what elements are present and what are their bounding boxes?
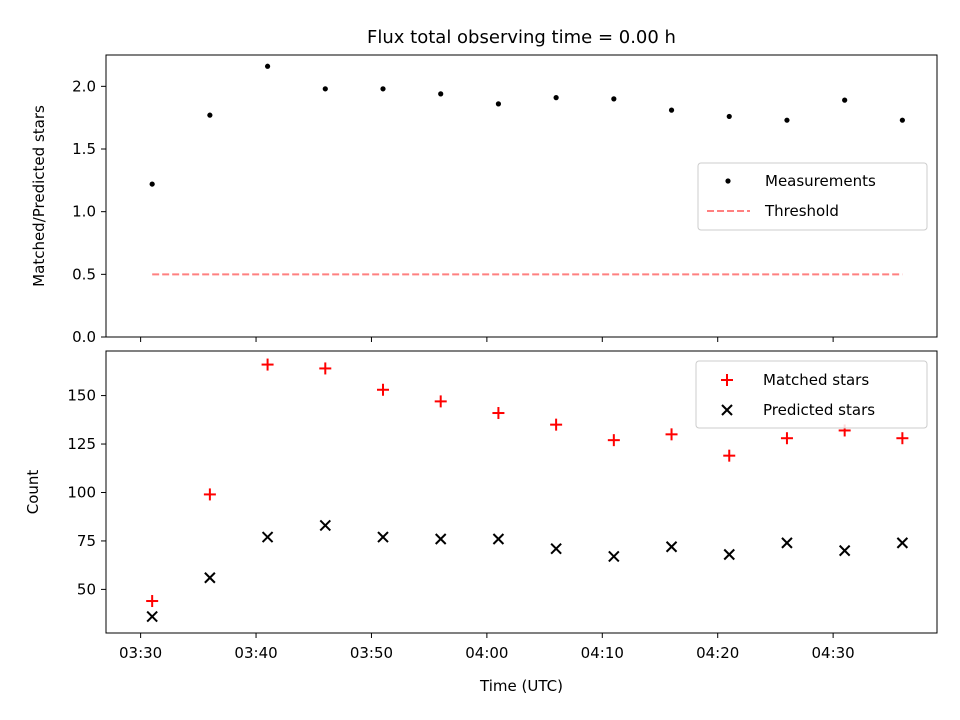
predicted-star-marker-b	[319, 519, 331, 532]
predicted-star-point	[146, 610, 158, 623]
top-y-tick-label: 1.0	[72, 203, 96, 221]
measurement-point	[322, 86, 328, 92]
measurement-point	[784, 117, 790, 123]
bottom-y-axis-label: Count	[24, 470, 42, 515]
predicted-star-marker-b	[146, 610, 158, 623]
predicted-star-marker-b	[838, 544, 851, 557]
measurement-point	[264, 63, 271, 69]
predicted-star-point	[261, 531, 274, 543]
x-tick-label: 03:50	[350, 644, 393, 662]
top-legend: Measurements Threshold	[697, 162, 928, 231]
predicted-star-marker-b	[435, 533, 447, 545]
matched-star-point	[780, 432, 793, 445]
predicted-star-point	[435, 533, 447, 545]
measurement-point	[380, 86, 386, 92]
measurement-point	[726, 113, 732, 120]
threshold-legend-label: Threshold	[764, 202, 839, 220]
predicted-star-point	[319, 519, 331, 532]
top-y-tick-label: 0.5	[72, 265, 96, 283]
top-y-axis-label: Matched/Predicted stars	[30, 105, 48, 287]
measurement-point	[842, 97, 848, 103]
matched-star-point	[665, 428, 678, 441]
top-x-ticks	[140, 337, 834, 342]
predicted-star-marker-b	[492, 533, 505, 545]
x-axis-label: Time (UTC)	[479, 677, 563, 695]
predicted-star-marker-b	[723, 548, 735, 561]
chart-title: Flux total observing time = 0.00 h	[367, 27, 676, 48]
top-y-tick-label: 0.0	[72, 328, 96, 346]
measurement-point	[207, 112, 213, 118]
predicted-star-point	[723, 548, 735, 561]
predicted-star-marker-b	[896, 537, 909, 549]
matched-stars-series	[146, 358, 909, 608]
matched-star-point	[377, 383, 389, 396]
measurements-series	[149, 63, 905, 187]
matched-star-point	[723, 449, 736, 462]
predicted-star-point	[377, 531, 389, 543]
top-panel: 0.00.51.01.52.0 Matched/Predicted stars …	[30, 54, 938, 346]
top-legend-box	[697, 162, 928, 231]
measurement-point	[668, 107, 675, 113]
matched-star-point	[261, 358, 274, 371]
x-tick-label: 03:30	[119, 644, 162, 662]
matched-star-point	[203, 488, 216, 501]
bottom-y-tick-label: 150	[67, 387, 96, 405]
x-tick-label: 04:00	[465, 644, 508, 662]
matched-stars-legend-label: Matched stars	[763, 371, 869, 389]
measurement-point	[149, 181, 155, 187]
predicted-star-marker-b	[608, 550, 620, 563]
predicted-star-point	[896, 537, 909, 549]
predicted-star-marker-b	[550, 542, 562, 555]
top-y-ticks: 0.0 0.5 1.0 1.5 2.0	[72, 77, 106, 346]
matched-star-point	[492, 407, 505, 420]
predicted-star-point	[665, 541, 678, 553]
top-y-tick-label: 1.5	[72, 140, 96, 158]
bottom-y-tick-label: 75	[77, 532, 96, 550]
predicted-star-marker-b	[261, 531, 274, 543]
matched-stars-legend-marker	[721, 374, 733, 386]
predicted-star-point	[492, 533, 505, 545]
predicted-star-point	[608, 550, 620, 563]
bottom-legend-box	[695, 360, 928, 429]
predicted-star-marker-b	[377, 531, 389, 543]
measurement-point	[438, 91, 444, 97]
predicted-star-marker-b	[781, 537, 793, 549]
bottom-x-ticks: 03:30 03:40 03:50 04:00 04:10 04:20 04:30	[119, 633, 855, 662]
x-tick-label: 03:40	[234, 644, 277, 662]
bottom-y-ticks: 50 75 100 125 150	[67, 387, 106, 598]
predicted-star-point	[781, 537, 793, 549]
predicted-star-marker-b	[204, 572, 216, 584]
top-y-tick-label: 2.0	[72, 77, 96, 95]
predicted-star-point	[838, 544, 851, 557]
bottom-y-tick-label: 50	[77, 580, 96, 598]
measurements-legend-marker	[725, 178, 731, 184]
x-tick-label: 04:20	[696, 644, 739, 662]
matched-star-point	[146, 595, 159, 608]
predicted-star-marker-b	[665, 541, 678, 553]
measurements-legend-label: Measurements	[765, 172, 876, 190]
top-axes-frame	[105, 54, 938, 338]
measurement-point	[899, 117, 905, 123]
matched-star-point	[550, 418, 563, 431]
x-tick-label: 04:30	[812, 644, 855, 662]
bottom-legend: Matched stars Predicted stars	[695, 360, 928, 429]
matched-star-point	[434, 395, 447, 408]
matched-star-point	[607, 434, 620, 447]
predicted-stars-series	[146, 519, 909, 623]
bottom-y-tick-label: 125	[67, 435, 96, 453]
bottom-y-tick-label: 100	[67, 483, 96, 501]
measurement-point	[611, 96, 617, 102]
matched-star-point	[896, 432, 909, 445]
matched-star-point	[319, 362, 332, 375]
predicted-stars-legend-label: Predicted stars	[763, 401, 875, 419]
predicted-star-point	[550, 542, 562, 555]
measurement-point	[553, 95, 559, 101]
predicted-star-point	[204, 572, 216, 584]
measurement-point	[495, 101, 502, 107]
x-tick-label: 04:10	[581, 644, 624, 662]
predicted-stars-legend-marker	[721, 404, 733, 416]
